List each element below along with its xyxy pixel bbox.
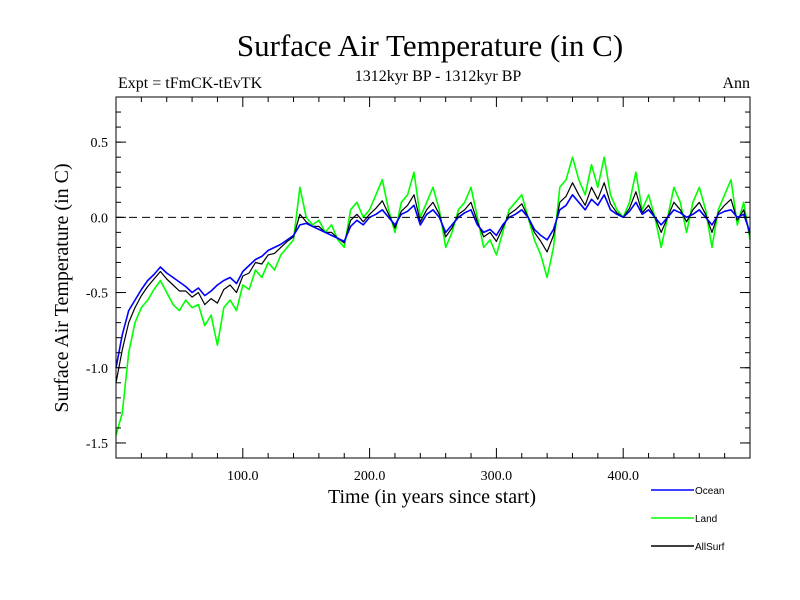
series-line-land xyxy=(115,156,751,436)
x-tick-label: 200.0 xyxy=(354,469,386,484)
x-tick-label: 400.0 xyxy=(607,469,639,484)
season-label: Ann xyxy=(722,75,750,92)
x-tick-label: 300.0 xyxy=(481,469,513,484)
y-axis-label: Surface Air Temperature (in C) xyxy=(51,163,73,412)
series-line-allsurf xyxy=(115,182,751,383)
legend: Ocean Land AllSurf xyxy=(651,486,725,553)
plot-frame xyxy=(115,96,751,459)
y-tick-label: -0.5 xyxy=(86,287,108,302)
series-line-ocean xyxy=(115,194,751,368)
y-tick-label: -1.5 xyxy=(86,437,108,452)
legend-item-ocean: Ocean xyxy=(651,486,724,497)
series-layer xyxy=(115,156,751,436)
legend-label: AllSurf xyxy=(695,542,725,553)
y-tick-label: 0.5 xyxy=(91,136,109,151)
time-range-label: 1312kyr BP - 1312kyr BP xyxy=(355,68,522,85)
y-tick-label: -1.0 xyxy=(86,362,108,377)
experiment-label: Expt = tFmCK-tEvTK xyxy=(118,75,263,92)
legend-label: Land xyxy=(695,514,717,525)
ticks-layer: -1.5 -1.0 -0.5 0.0 0.5 100.0 200.0 300.0 400.0 xyxy=(86,96,750,484)
chart-title: Surface Air Temperature (in C) xyxy=(237,28,623,63)
x-tick-label: 100.0 xyxy=(227,469,259,484)
y-tick-label: 0.0 xyxy=(91,211,109,226)
x-axis-label: Time (in years since start) xyxy=(328,486,536,508)
plot-area: -1.5 -1.0 -0.5 0.0 0.5 100.0 200.0 300.0 400.0 xyxy=(86,96,751,484)
legend-item-allsurf: AllSurf xyxy=(651,542,725,553)
legend-label: Ocean xyxy=(695,486,724,497)
legend-item-land: Land xyxy=(651,514,717,525)
